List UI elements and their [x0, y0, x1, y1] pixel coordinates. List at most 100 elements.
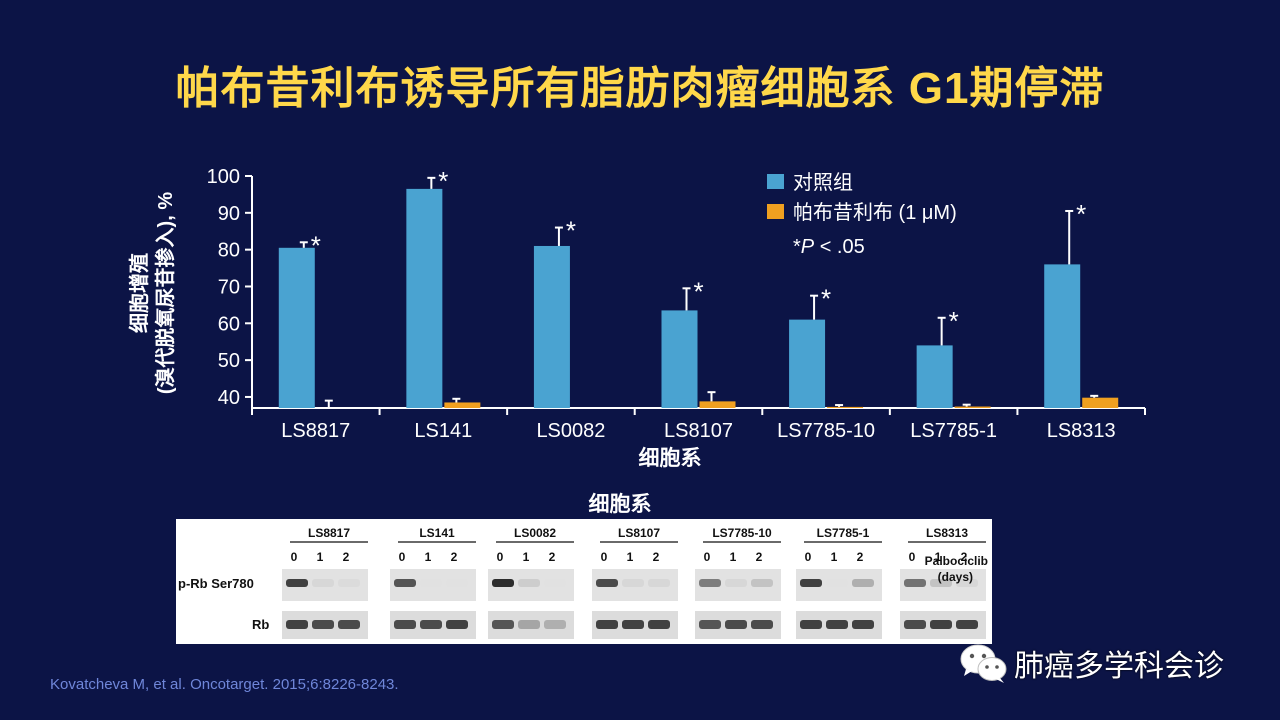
significance-star-LS141: *	[438, 166, 448, 196]
blot-band-prb	[852, 579, 874, 587]
bar-control-LS8107	[661, 310, 698, 408]
y-tick-label: 60	[218, 313, 240, 335]
blot-header-LS0082: LS0082	[514, 526, 556, 540]
significance-markers: * * * * * * *	[311, 166, 1087, 336]
blot-day-label: 2	[343, 550, 350, 564]
bar-palbociclib-LS7785-10	[827, 406, 864, 408]
blot-band-prb	[312, 579, 334, 587]
legend-swatch-control	[767, 174, 784, 189]
significance-star-LS7785-10: *	[821, 284, 831, 314]
western-blot-panel: LS8817 LS141 LS0082 LS8107 LS7785-10 LS7785-1…	[176, 519, 992, 644]
blot-day-label: 1	[627, 550, 634, 564]
blot-band-rb	[312, 620, 334, 629]
legend: 对照组 帕布昔利布 (1 μM) *P < .05	[767, 171, 957, 258]
blot-band-rb	[420, 620, 442, 629]
y-tick-label: 80	[218, 240, 240, 262]
bar-palbociclib-LS8107	[699, 401, 736, 408]
significance-star-LS0082: *	[566, 216, 576, 246]
blot-band-prb	[338, 579, 360, 587]
blot-band-rb	[699, 620, 721, 629]
blot-band-rb	[956, 620, 978, 629]
blot-band-prb	[956, 579, 978, 587]
y-axis-label-line2: (溴代脱氧尿苷掺入), %	[153, 192, 177, 394]
blot-band-prb	[492, 579, 514, 587]
bars	[278, 176, 1119, 408]
blot-band-rb	[518, 620, 540, 629]
blot-row-label-rb: Rb	[252, 617, 269, 632]
y-tick-label: 70	[218, 276, 240, 298]
significance-star-LS7785-1: *	[949, 306, 959, 336]
blot-day-label: 1	[831, 550, 838, 564]
legend-swatch-palbociclib	[767, 204, 784, 219]
bar-control-LS8817	[278, 247, 315, 408]
blot-band-prb	[596, 579, 618, 587]
blot-day-label: 0	[497, 550, 504, 564]
y-tick-label: 40	[218, 387, 240, 409]
blot-band-prb	[800, 579, 822, 587]
y-tick-label: 90	[218, 203, 240, 225]
y-tick-labels: 40 50 60 70 80 90 100	[207, 166, 240, 409]
blot-band-prb	[930, 579, 952, 587]
bar-control-LS141	[406, 188, 443, 408]
blot-row-label-prb: p-Rb Ser780	[178, 576, 254, 591]
bar-palbociclib-LS141	[444, 402, 481, 408]
blot-band-prb	[394, 579, 416, 587]
blot-band-prb	[699, 579, 721, 587]
blot-band-prb	[826, 579, 848, 587]
y-axis-label-line1: 细胞增殖	[127, 253, 151, 333]
x-tick-labels: LS8817 LS141 LS0082 LS8107 LS7785-10 LS7785-1…	[281, 420, 1115, 442]
blot-title: 细胞系	[588, 493, 652, 516]
slide-title: 帕布昔利布诱导所有脂肪肉瘤细胞系 G1期停滞	[175, 64, 1105, 113]
blot-band-rb	[596, 620, 618, 629]
citation: Kovatcheva M, et al. Oncotarget. 2015;6:…	[50, 676, 399, 693]
blot-side-label-line2: (days)	[938, 570, 973, 584]
bar-palbociclib-LS8313	[1082, 397, 1119, 408]
blot-day-label: 2	[653, 550, 660, 564]
blot-band-rb	[286, 620, 308, 629]
blot-day-label: 0	[805, 550, 812, 564]
x-tick-label-LS0082: LS0082	[536, 420, 605, 442]
blot-band-prb	[648, 579, 670, 587]
blot-band-rb	[544, 620, 566, 629]
legend-label-control: 对照组	[793, 171, 853, 194]
bar-palbociclib-LS7785-1	[954, 406, 991, 408]
blot-day-label: 0	[601, 550, 608, 564]
wechat-icon	[960, 644, 1007, 683]
blot-band-rb	[725, 620, 747, 629]
blot-band-prb	[518, 579, 540, 587]
x-tick-label-LS8313: LS8313	[1047, 420, 1116, 442]
blot-cell-line-headers: LS8817 LS141 LS0082 LS8107 LS7785-10 LS7785-1…	[290, 526, 986, 543]
blot-day-label: 1	[523, 550, 530, 564]
western-blot-image: LS8817 LS141 LS0082 LS8107 LS7785-10 LS7785-1…	[178, 526, 988, 639]
blot-day-label: 1	[935, 550, 942, 564]
x-tick-label-LS7785-1: LS7785-1	[910, 420, 997, 442]
x-tick-label-LS8817: LS8817	[281, 420, 350, 442]
blot-band-prb	[622, 579, 644, 587]
legend-significance-note: *P < .05	[793, 236, 865, 258]
blot-day-label: 2	[961, 550, 968, 564]
blot-band-prb	[286, 579, 308, 587]
y-tick-label: 100	[207, 166, 240, 188]
x-tick-label-LS7785-10: LS7785-10	[777, 420, 875, 442]
blot-day-label: 0	[399, 550, 406, 564]
blot-band-prb	[904, 579, 926, 587]
chart-axes	[245, 175, 1146, 415]
bar-control-LS7785-10	[789, 319, 826, 408]
blot-band-prb	[420, 579, 442, 587]
blot-band-rb	[338, 620, 360, 629]
wechat-watermark: 肺癌多学科会诊	[958, 640, 1240, 686]
legend-note-prefix: *	[793, 236, 801, 258]
blot-header-LS7785-1: LS7785-1	[817, 526, 870, 540]
blot-day-label: 0	[909, 550, 916, 564]
blot-band-rb	[622, 620, 644, 629]
blot-day-label: 0	[704, 550, 711, 564]
bar-control-LS7785-1	[916, 345, 953, 408]
blot-band-prb	[725, 579, 747, 587]
x-tick-label-LS141: LS141	[414, 420, 472, 442]
blot-day-label: 2	[857, 550, 864, 564]
legend-note-p: P	[801, 236, 815, 258]
bar-control-LS8313	[1044, 264, 1081, 408]
blot-band-rb	[826, 620, 848, 629]
blot-band-rb	[800, 620, 822, 629]
